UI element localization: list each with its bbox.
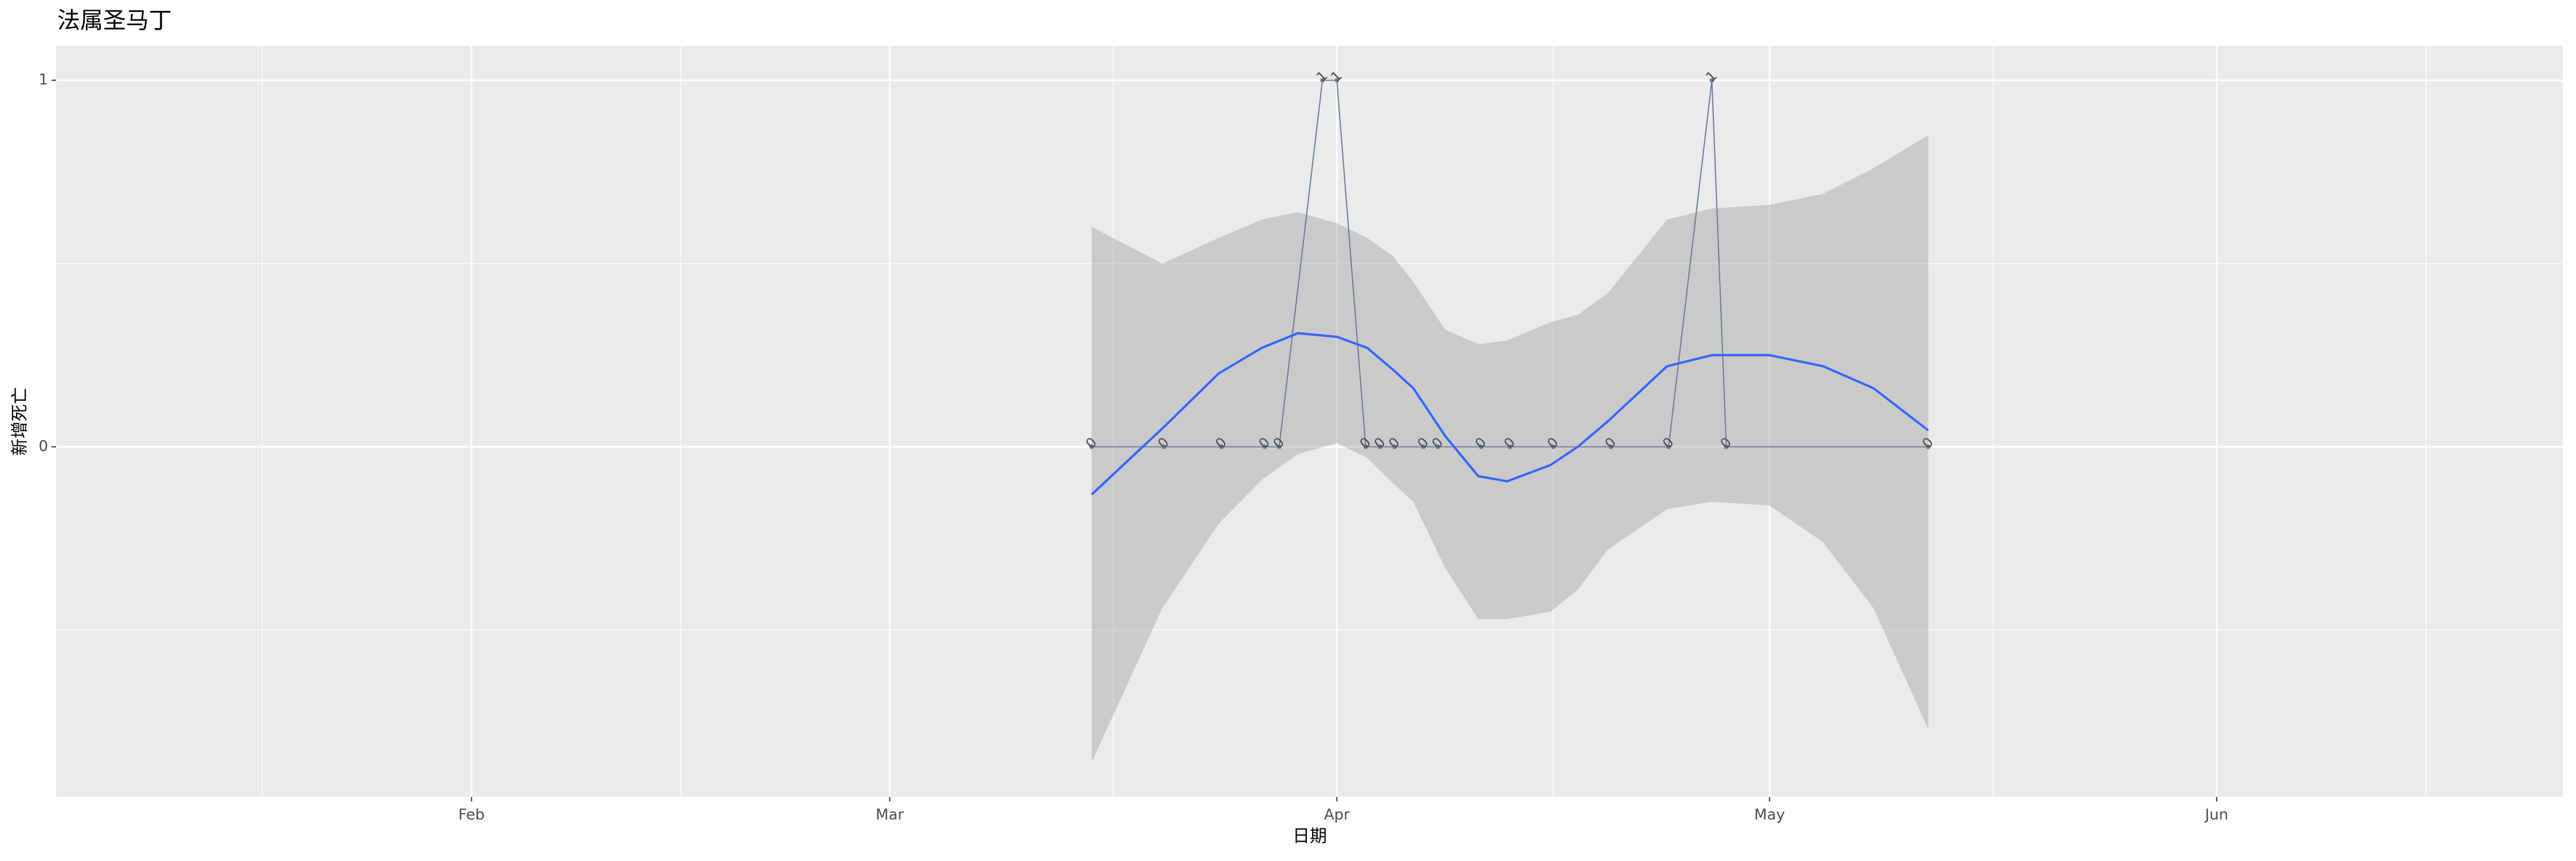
data-point (1262, 444, 1267, 449)
data-point (1926, 444, 1931, 449)
data-point (1334, 78, 1340, 83)
data-point (1609, 444, 1614, 449)
data-line (1092, 80, 1929, 448)
data-point (1320, 78, 1325, 83)
x-tick-label: Jun (2204, 807, 2229, 824)
chart-title: 法属圣马丁 (57, 7, 172, 34)
data-point (1392, 444, 1397, 449)
data-point (1709, 78, 1714, 83)
x-tick-label: Mar (876, 807, 904, 824)
x-axis-title: 日期 (1293, 827, 1327, 847)
x-tick-label: Feb (459, 807, 485, 824)
x-tick-label: Apr (1324, 807, 1350, 824)
data-point (1377, 444, 1382, 449)
plot-panel (56, 46, 2563, 797)
data-point (1724, 444, 1729, 449)
y-tick-label: 0 (38, 438, 48, 455)
data-point (1277, 444, 1282, 449)
data-point (1161, 444, 1167, 449)
data-point (1435, 444, 1440, 449)
y-tick-label: 1 (38, 72, 48, 89)
data-point (1507, 444, 1512, 449)
data-point (1219, 444, 1224, 449)
data-point (1551, 444, 1556, 449)
data-point (1666, 444, 1671, 449)
data-point (1479, 444, 1484, 449)
x-tick-label: May (1754, 807, 1785, 824)
data-point (1421, 444, 1426, 449)
smooth-line (1091, 332, 1929, 496)
data-point (1363, 444, 1368, 449)
data-point (1089, 444, 1095, 449)
y-axis-title: 新增死亡 (10, 387, 30, 456)
